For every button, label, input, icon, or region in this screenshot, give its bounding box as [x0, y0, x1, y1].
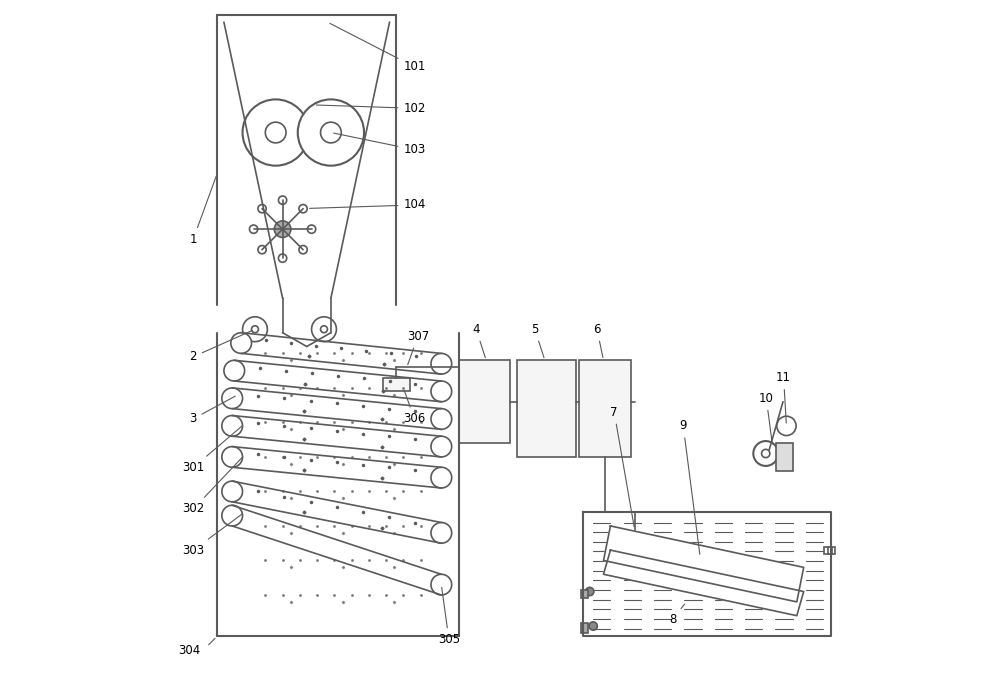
Text: 305: 305 — [438, 588, 460, 647]
Text: 3: 3 — [189, 396, 235, 426]
Circle shape — [431, 381, 452, 402]
Bar — [459, 360, 510, 443]
Text: 306: 306 — [403, 391, 426, 426]
Text: 4: 4 — [472, 323, 485, 358]
Text: 10: 10 — [759, 392, 774, 444]
Circle shape — [278, 196, 287, 204]
Text: 302: 302 — [182, 457, 243, 515]
Bar — [517, 360, 576, 457]
Text: 101: 101 — [330, 24, 426, 73]
Bar — [824, 547, 835, 554]
Circle shape — [258, 204, 266, 213]
Text: 301: 301 — [182, 426, 243, 474]
Text: 6: 6 — [593, 323, 603, 358]
Circle shape — [299, 245, 307, 254]
Polygon shape — [604, 526, 804, 602]
Circle shape — [252, 326, 258, 333]
Text: 102: 102 — [316, 102, 426, 115]
Circle shape — [249, 225, 258, 234]
Polygon shape — [604, 550, 804, 615]
Circle shape — [278, 254, 287, 262]
Bar — [776, 443, 793, 471]
Circle shape — [222, 446, 243, 467]
Bar — [383, 378, 410, 392]
Text: 11: 11 — [776, 371, 791, 423]
Bar — [579, 360, 631, 457]
Circle shape — [431, 409, 452, 430]
Bar — [828, 547, 832, 554]
Text: 9: 9 — [679, 419, 700, 554]
Text: 1: 1 — [189, 177, 216, 246]
Circle shape — [224, 360, 245, 381]
Circle shape — [586, 588, 594, 596]
Circle shape — [307, 225, 316, 234]
Circle shape — [431, 523, 452, 543]
Text: 307: 307 — [407, 330, 429, 365]
Text: 2: 2 — [189, 331, 252, 363]
Text: 304: 304 — [178, 644, 201, 657]
Circle shape — [589, 622, 597, 630]
Circle shape — [258, 245, 266, 254]
Circle shape — [298, 99, 364, 166]
Circle shape — [431, 574, 452, 595]
Circle shape — [629, 545, 640, 556]
Circle shape — [321, 326, 327, 333]
Circle shape — [299, 204, 307, 213]
Text: 103: 103 — [334, 133, 426, 156]
Circle shape — [222, 416, 243, 436]
Circle shape — [243, 317, 267, 342]
Text: 5: 5 — [531, 323, 544, 358]
Circle shape — [753, 441, 778, 466]
Circle shape — [431, 353, 452, 374]
Circle shape — [231, 333, 252, 353]
Circle shape — [222, 388, 243, 409]
Circle shape — [265, 122, 286, 143]
Circle shape — [312, 317, 336, 342]
Text: 7: 7 — [610, 405, 634, 527]
Circle shape — [431, 467, 452, 488]
Circle shape — [762, 449, 770, 457]
Text: 303: 303 — [182, 514, 242, 556]
Bar — [581, 622, 588, 633]
Circle shape — [431, 436, 452, 457]
Text: 8: 8 — [669, 604, 685, 626]
Circle shape — [222, 505, 243, 526]
Circle shape — [243, 99, 309, 166]
Bar — [581, 590, 588, 599]
Circle shape — [274, 221, 291, 238]
Text: 104: 104 — [310, 198, 426, 211]
Circle shape — [777, 416, 796, 435]
Circle shape — [222, 481, 243, 502]
Circle shape — [321, 122, 341, 143]
